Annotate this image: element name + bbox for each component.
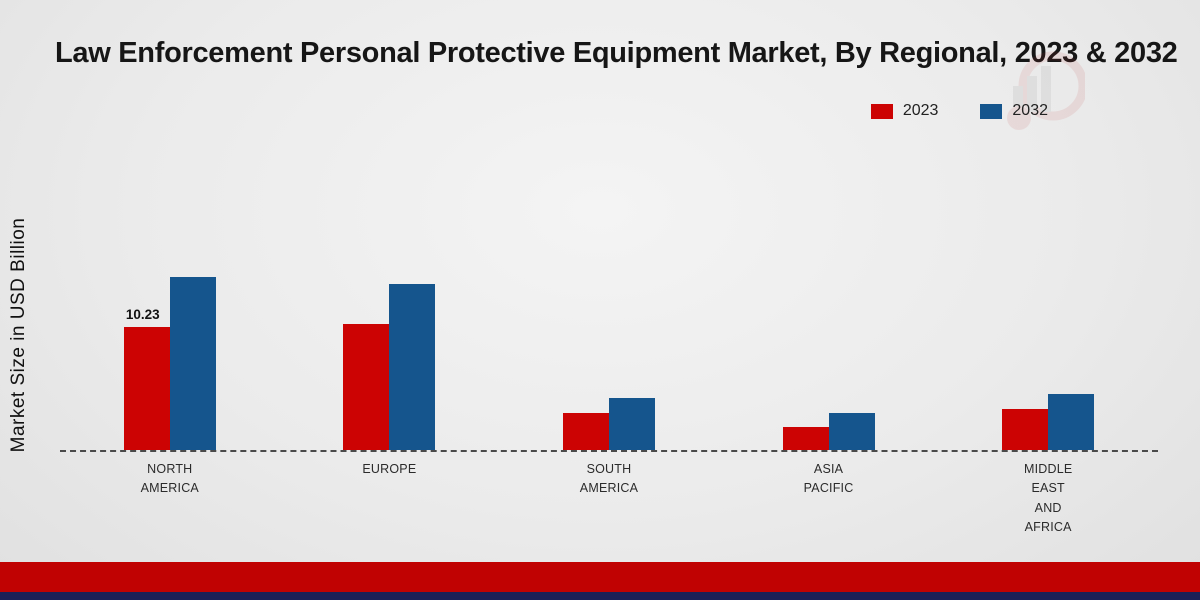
bar-group-europe: [343, 284, 436, 450]
bar-2032-europe: [389, 284, 436, 450]
legend-label-2032: 2032: [1012, 102, 1048, 119]
legend-item-2032: 2032: [980, 102, 1048, 120]
category-label-south-america: SOUTH AMERICA: [579, 462, 639, 496]
category-label-middle-east-and-africa: MIDDLE EAST AND AFRICA: [1023, 462, 1073, 535]
bar-2023-north-america: 10.23: [123, 307, 170, 450]
data-label: 10.23: [125, 307, 160, 322]
category-label-cell: MIDDLE EAST AND AFRICA: [938, 460, 1158, 538]
bar-group-asia-pacific: [782, 413, 875, 450]
bar-2023-middle-east-and-africa: [1002, 409, 1049, 450]
category-label-cell: ASIA PACIFIC: [719, 460, 939, 538]
plot-cell: [280, 284, 500, 450]
bar-2032-north-america: [169, 277, 216, 450]
bar-group-middle-east-and-africa: [1002, 394, 1095, 450]
bar-group-north-america: 10.23: [123, 277, 216, 450]
category-label-cell: EUROPE: [280, 460, 500, 538]
plot-cell: [938, 394, 1158, 450]
legend-label-2023: 2023: [902, 102, 939, 119]
bar-2023-europe: [343, 324, 390, 450]
bar-2032-asia-pacific: [828, 413, 875, 450]
plot-area: 10.23: [60, 0, 1158, 452]
plot-cell: 10.23: [60, 277, 280, 450]
chart-title: Law Enforcement Personal Protective Equi…: [55, 37, 1178, 69]
legend-swatch-2032: [980, 103, 1003, 119]
footer-navy-band: [0, 592, 1200, 600]
category-label-north-america: NORTH AMERICA: [140, 462, 199, 496]
plot-cell: [719, 413, 939, 450]
y-axis-label: Market Size in USD Billion: [8, 217, 29, 453]
legend-swatch-2023: [870, 103, 893, 119]
bar-2032-middle-east-and-africa: [1048, 394, 1095, 450]
bar-2023-south-america: [562, 413, 609, 450]
bar-2032-south-america: [608, 398, 655, 450]
legend: 2023 2032: [870, 102, 1048, 120]
category-label-asia-pacific: ASIA PACIFIC: [803, 462, 854, 496]
bar-group-south-america: [562, 398, 655, 450]
legend-item-2023: 2023: [870, 102, 939, 120]
category-labels: NORTH AMERICA EUROPE SOUTH AMERICA ASIA PACIFI…: [60, 460, 1158, 538]
category-label-cell: NORTH AMERICA: [60, 460, 280, 538]
bar-2023-asia-pacific: [782, 427, 829, 450]
plot-cell: [499, 398, 719, 450]
footer-red-band: [0, 562, 1200, 592]
category-label-cell: SOUTH AMERICA: [499, 460, 719, 538]
category-label-europe: EUROPE: [362, 462, 417, 476]
